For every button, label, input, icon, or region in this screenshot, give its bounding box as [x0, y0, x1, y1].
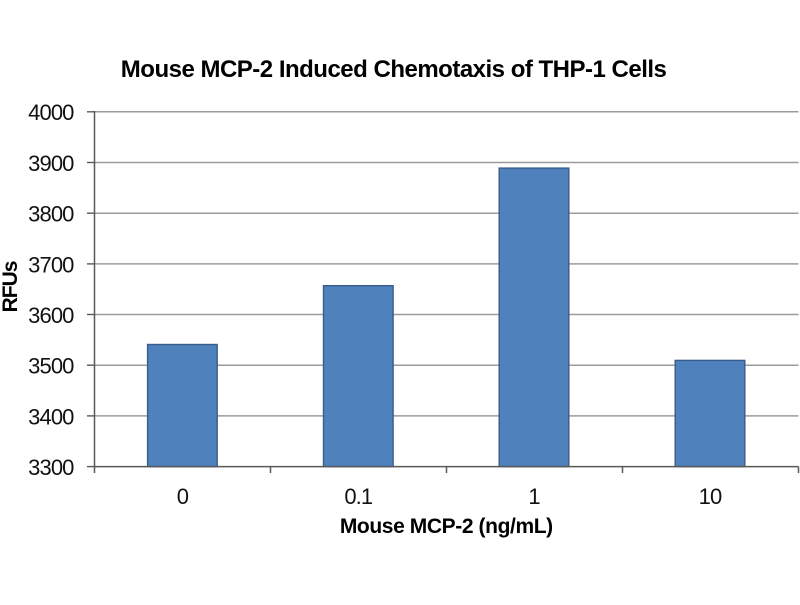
- svg-text:3300: 3300: [28, 455, 74, 480]
- svg-text:3600: 3600: [28, 303, 74, 328]
- svg-text:10: 10: [699, 484, 722, 509]
- svg-text:3800: 3800: [28, 202, 74, 227]
- svg-text:3900: 3900: [28, 151, 74, 176]
- svg-text:3400: 3400: [28, 404, 74, 429]
- svg-text:Mouse MCP-2 Induced Chemotaxis: Mouse MCP-2 Induced Chemotaxis of THP-1 …: [121, 56, 667, 83]
- svg-text:3700: 3700: [28, 252, 74, 277]
- svg-text:3500: 3500: [28, 354, 74, 379]
- svg-text:1: 1: [528, 484, 540, 509]
- svg-text:0: 0: [177, 484, 189, 509]
- svg-text:4000: 4000: [28, 100, 74, 125]
- svg-text:RFUs: RFUs: [0, 261, 22, 312]
- svg-text:0.1: 0.1: [344, 484, 373, 509]
- svg-text:Mouse MCP-2 (ng/mL): Mouse MCP-2 (ng/mL): [340, 515, 553, 538]
